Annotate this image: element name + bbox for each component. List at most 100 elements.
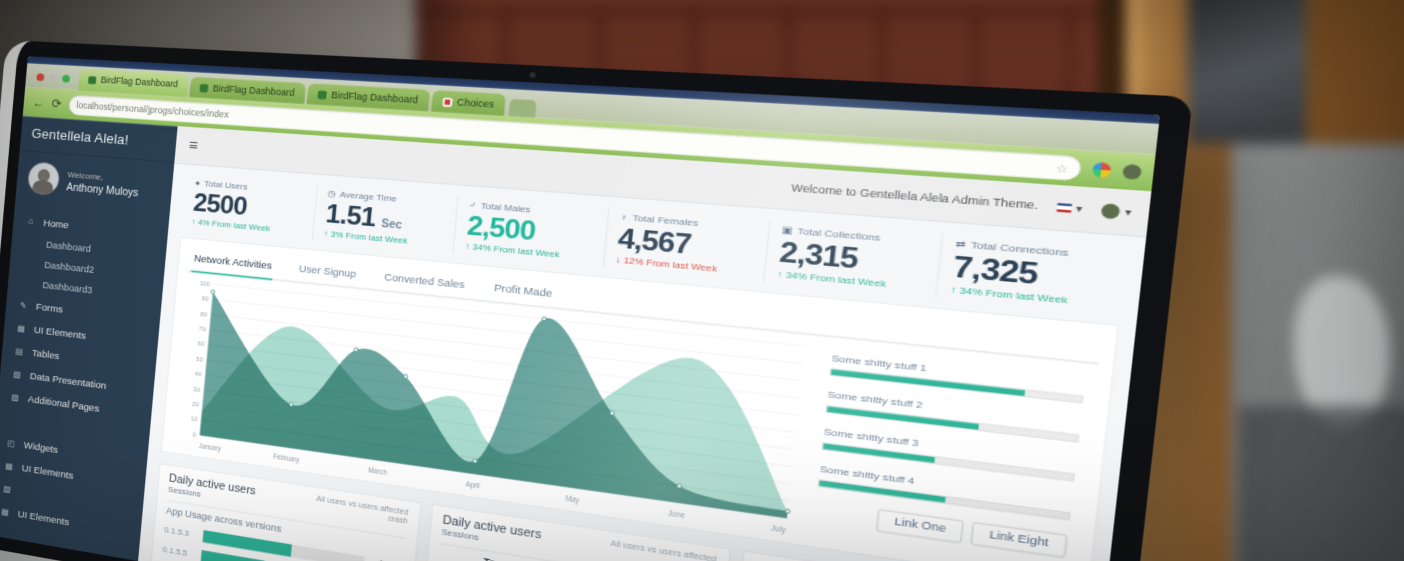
y-tick-label: 20 [192,401,199,408]
x-tick-label: May [565,496,580,505]
ui-elements-icon: ▦ [4,461,14,472]
tile-total-users: ● Total Users 2500 ↑ 4% From last Week [181,174,317,240]
home-icon: ⌂ [27,216,34,227]
admin-app: Gentellela Alela! Welcome, Anthony Muloy… [0,116,1154,561]
sidebar-item-label: Home [43,216,70,231]
tab-title: BirdFlag Dashboard [330,90,419,106]
tile-total-collections: ▣ Total Collections 2,315 ↑ 34% From last… [762,219,942,298]
tab-title: BirdFlag Dashboard [100,75,179,90]
url-text: localhost/personal/jprogs/choices/index [76,100,230,120]
new-tab-button[interactable] [508,98,537,118]
laptop: BirdFlag Dashboard BirdFlag Dashboard Bi… [0,40,1193,561]
webcam-dot [528,71,536,78]
y-tick-label: 60 [197,341,204,348]
sidebar-item-label: Additional Pages [27,393,100,415]
browser-tab[interactable]: Choices [430,90,507,116]
sidebar-item-label: UI Elements [21,462,74,482]
sidebar-item-label: Dashboard [45,239,92,255]
chevron-down-icon: ▾ [1075,203,1084,216]
sidebar-item-label: Widgets [23,439,59,456]
y-tick-label: 30 [193,386,200,393]
area-chart: 100 90 80 70 60 50 40 30 20 10 0 January February Mar… [172,271,815,541]
tab-favicon-icon [317,90,327,99]
sidebar-item-label: Tables [31,347,60,362]
area-chart-svg: 1009080706050403020100JanuaryFebruaryMar… [190,280,815,535]
tile-average-time: ◷ Average Time 1.51 Sec ↑ 3% From last We… [312,184,459,254]
ui-elements-icon: ▦ [17,323,26,334]
data-point-marker [542,316,546,320]
link-one-button[interactable]: Link One [876,508,965,544]
tab-profit-made[interactable]: Profit Made [493,280,554,299]
data-point-marker [610,411,615,416]
window-controls[interactable] [36,73,71,83]
zoom-window-button[interactable] [61,74,71,83]
laptop-screen: BirdFlag Dashboard BirdFlag Dashboard Bi… [0,56,1161,561]
x-tick-label: January [198,444,221,454]
tables-icon: ▤ [15,346,24,357]
tab-title: Choices [456,97,495,110]
welcome-message: Welcome to Gentellela Alela Admin Theme. [790,182,1039,212]
avatar [26,160,61,197]
close-window-button[interactable] [36,73,45,82]
collections-icon: ▣ [781,225,793,236]
flag-icon [1056,203,1072,213]
x-tick-label: June [667,511,685,521]
y-tick-label: 80 [200,311,207,318]
sidebar-item-label: UI Elements [33,324,87,342]
sidebar-item-label: Forms [35,300,64,315]
window-glass [1188,0,1306,144]
x-tick-label: March [368,468,388,478]
tile-unit: Sec [380,216,403,232]
version-label: 0.1.5.5 [162,544,188,558]
x-tick-label: April [465,482,480,491]
data-point-marker [289,402,293,406]
chevron-down-icon: ▾ [1124,206,1133,220]
bookmark-star-icon[interactable]: ☆ [1055,160,1070,175]
y-tick-label: 90 [201,296,208,303]
sidebar-menu-secondary: ◰ Widgets ▦ UI Elements ▧ ▦ UI Elements [0,429,148,546]
y-tick-label: 100 [200,280,210,288]
browser-profile-icon[interactable] [1122,163,1143,180]
minimize-window-button[interactable] [49,73,58,83]
data-point-marker [785,509,790,514]
tab-title: BirdFlag Dashboard [212,83,296,98]
blurred-chair [1294,276,1390,426]
y-tick-label: 40 [194,371,201,378]
tile-total-males: ♂ Total Males 2,500 ↑ 34% From last Week [452,195,609,268]
sidebar-item-label: Dashboard3 [42,279,93,296]
tab-user-signup[interactable]: User Signup [298,261,357,280]
refresh-icon[interactable]: ⟳ [51,97,62,112]
user-dropdown[interactable]: ▾ [1101,203,1132,220]
version-label: 0.1.5.3 [163,525,190,538]
tab-favicon-icon [199,83,209,93]
additional-pages-icon: ▨ [10,392,20,403]
data-point-marker [354,347,358,351]
dashboard-page: BirdFlag Dashboard BirdFlag Dashboard Bi… [0,56,1161,561]
tab-top5[interactable]: Top 5 [483,557,512,561]
door-lintel [416,0,1136,10]
usage-bar-fill [200,549,265,561]
users-icon: ● [194,178,201,188]
female-icon: ♀ [619,212,629,223]
data-point-marker [211,290,215,294]
main-content: ≡ Welcome to Gentellela Alela Admin Them… [126,126,1154,561]
male-icon: ♂ [468,200,477,211]
extension-pinwheel-icon[interactable] [1091,161,1112,178]
tile-total-females: ♀ Total Females 4,567 ↓ 12% From last Wee… [602,207,770,282]
y-tick-label: 70 [199,326,206,333]
sidebar-item-label: UI Elements [17,508,70,528]
back-icon[interactable]: ← [32,95,45,110]
link-eight-button[interactable]: Link Eight [971,521,1068,558]
tab-favicon-icon [442,97,453,107]
data-point-marker [404,374,408,378]
chart-side-widgets: Some shitty stuff 1 Some shitty stuff 2 … [793,335,1099,561]
data-point-marker [677,483,682,488]
data-point-marker [473,459,477,463]
menu-toggle-icon[interactable]: ≡ [188,136,199,155]
x-tick-label: February [273,454,300,464]
language-dropdown[interactable]: ▾ [1056,201,1083,216]
widgets-icon: ◰ [6,438,16,449]
y-tick-label: 50 [196,356,203,363]
data-presentation-icon: ▧ [12,369,22,380]
tile-total-connections: ⇄ Total Connections 7,325 ↑ 34% From last… [935,233,1128,315]
